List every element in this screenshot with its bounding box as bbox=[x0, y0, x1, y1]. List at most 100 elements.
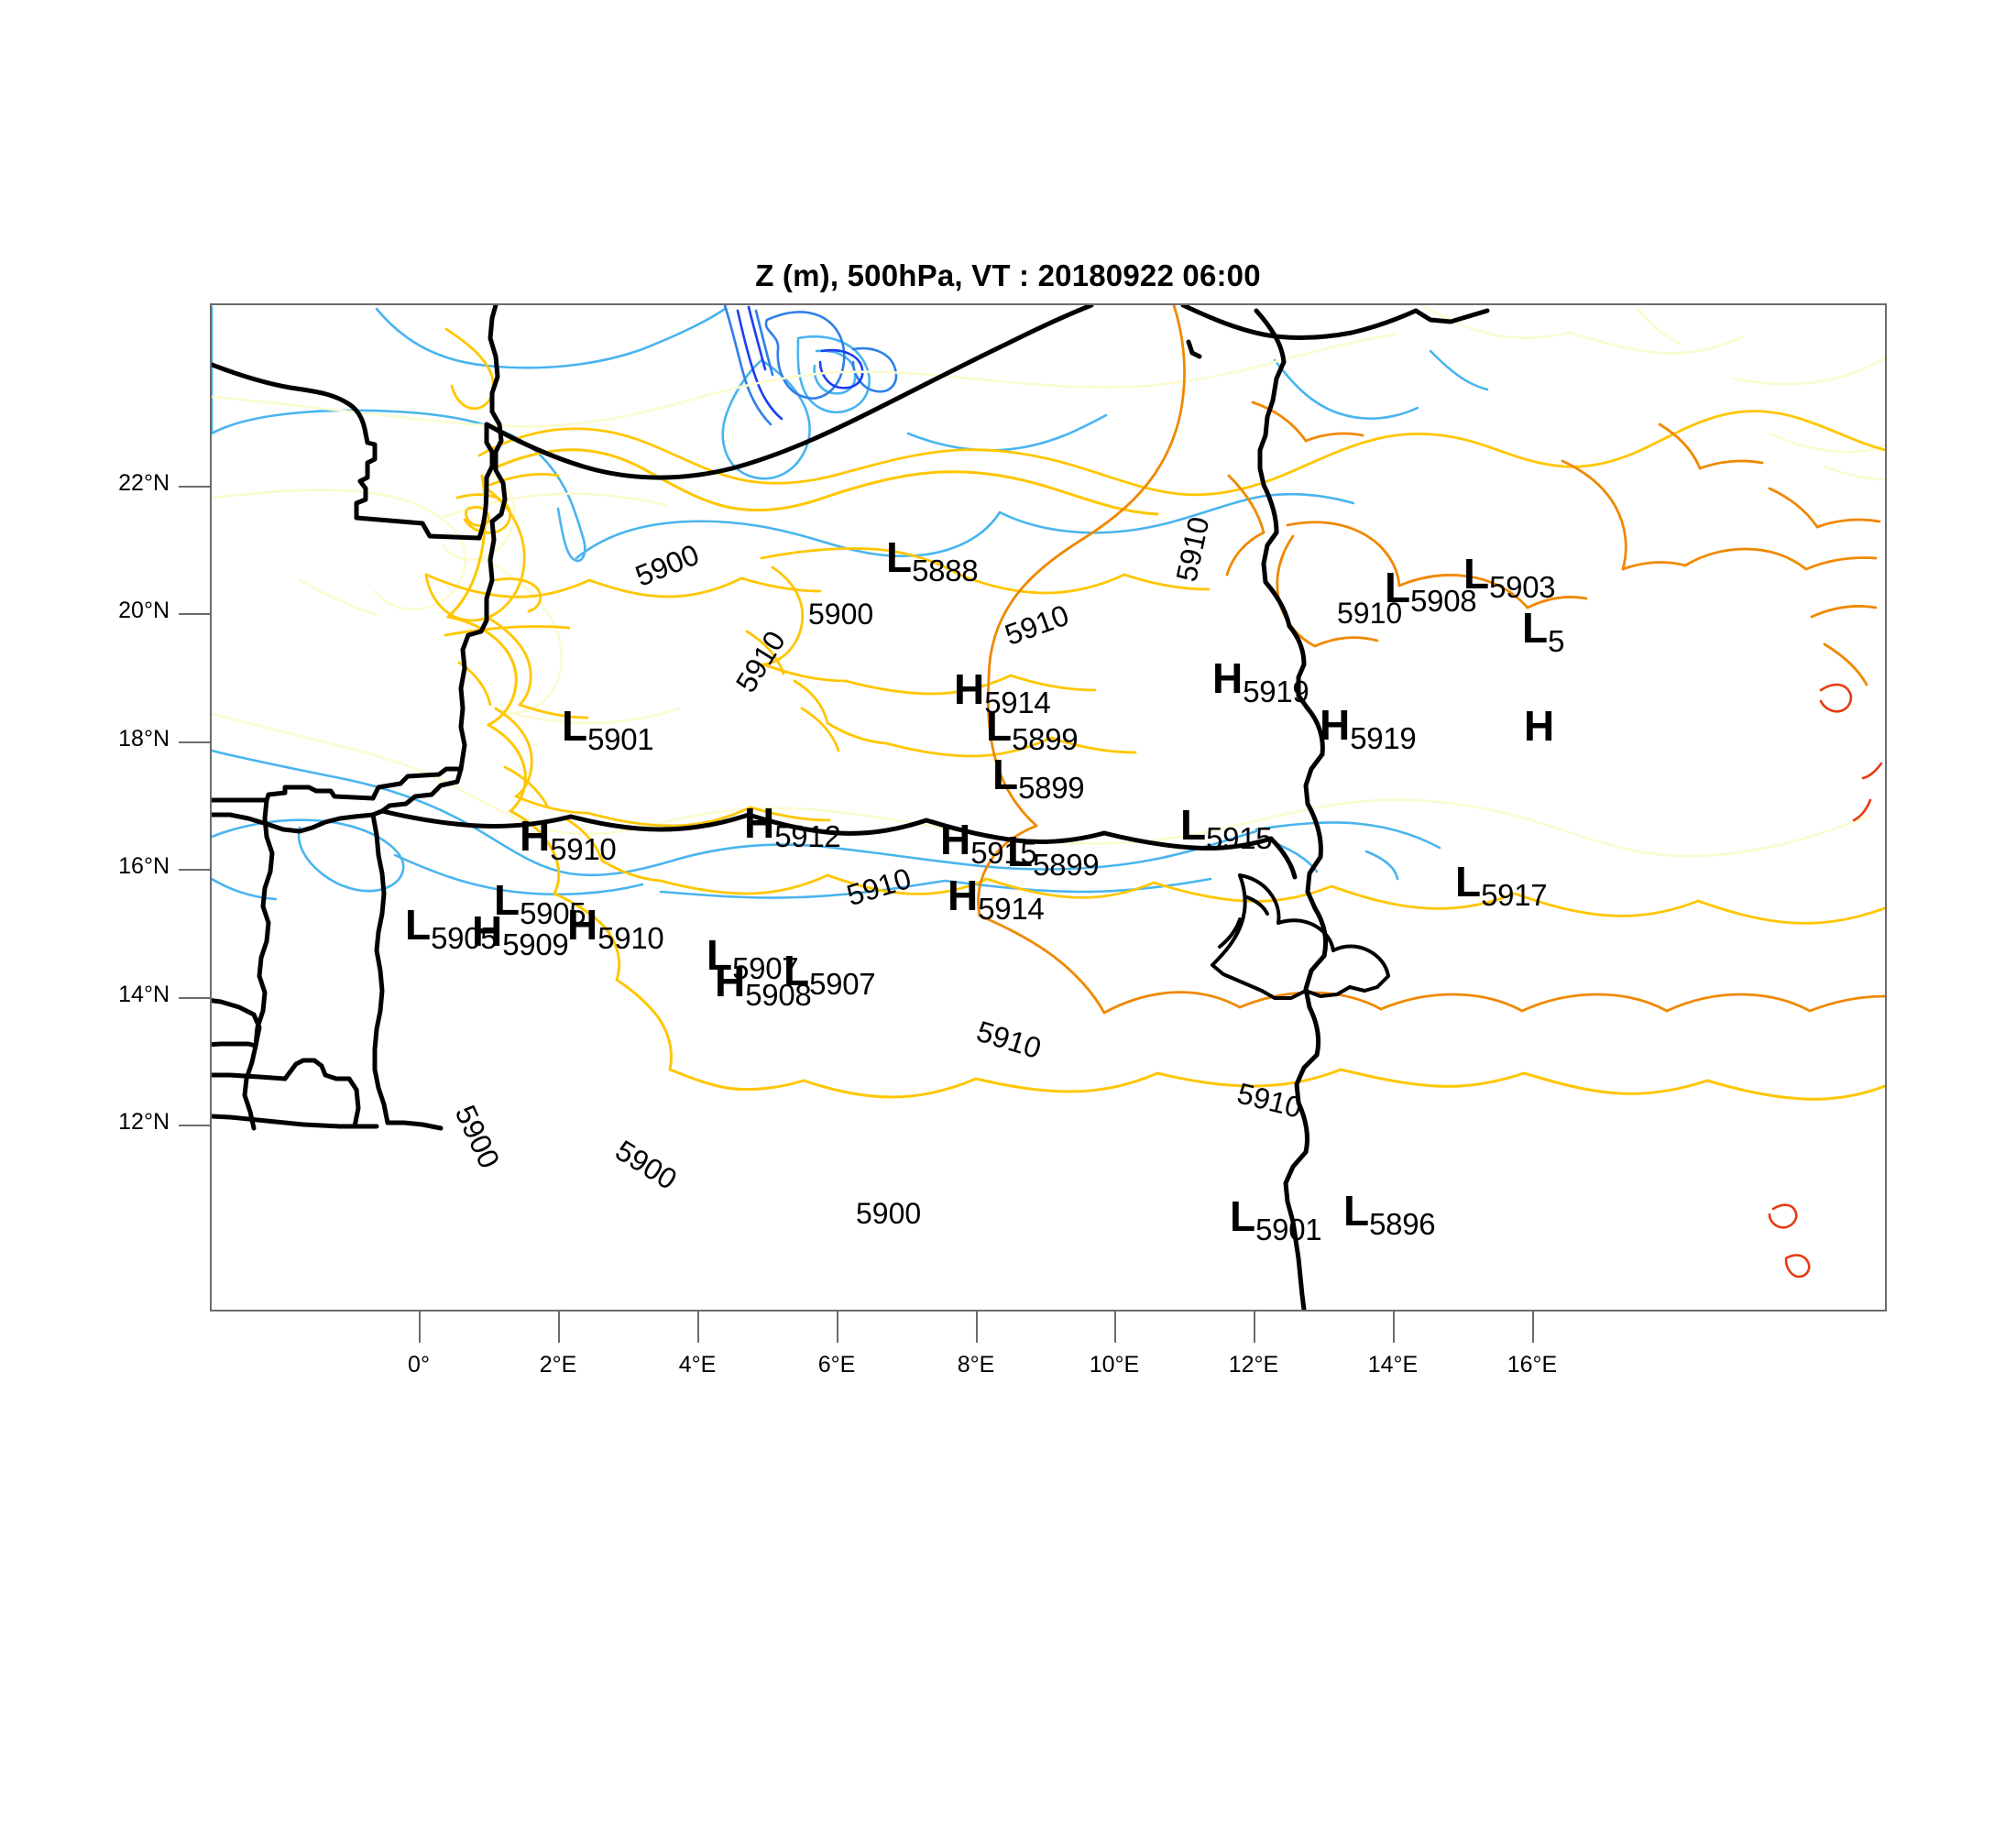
extremum-type: H bbox=[567, 901, 598, 949]
x-tick-label: 4°E bbox=[678, 1352, 717, 1377]
low-center-label: L5899 bbox=[992, 751, 1085, 805]
contours-5905-band bbox=[212, 305, 1885, 858]
extremum-value: 5907 bbox=[809, 967, 876, 1001]
map-plot-area bbox=[210, 303, 1887, 1312]
extremum-value: 5917 bbox=[1481, 878, 1548, 912]
high-center-label: H5909 bbox=[472, 907, 569, 961]
extremum-value: 5909 bbox=[502, 927, 569, 961]
high-center-label: H5910 bbox=[520, 815, 617, 866]
low-center-label: L5903 bbox=[1463, 550, 1556, 604]
y-tick-label: 20°N bbox=[118, 598, 170, 623]
y-tick-mark bbox=[179, 486, 212, 488]
extremum-value: 5908 bbox=[1410, 584, 1477, 618]
extremum-type: H bbox=[948, 872, 979, 919]
extremum-value: 5907 bbox=[732, 951, 799, 985]
extremum-type: L bbox=[783, 947, 810, 994]
lake-chad-outline bbox=[1211, 873, 1390, 1000]
contours-5915-band bbox=[977, 305, 1885, 1015]
high-center-label: H5919 bbox=[1212, 657, 1309, 707]
admin-borders-west bbox=[212, 305, 1298, 1052]
y-tick-label: 12°N bbox=[118, 1109, 170, 1135]
x-tick-label: 2°E bbox=[539, 1352, 577, 1377]
country-borders bbox=[212, 305, 1490, 1310]
contour-5910-main-axis bbox=[446, 448, 1885, 1101]
extremum-type: L bbox=[1455, 858, 1482, 906]
extremum-type: L bbox=[986, 702, 1013, 750]
high-center-label: H5912 bbox=[744, 802, 841, 853]
extremum-type: H bbox=[1524, 702, 1555, 750]
contour-value-label: 5900 bbox=[856, 1197, 922, 1230]
x-tick-label: 6°E bbox=[817, 1352, 856, 1377]
contours-5920-band bbox=[1768, 683, 1883, 1279]
extremum-type: H bbox=[1320, 701, 1351, 749]
extremum-value: 5905 bbox=[431, 921, 498, 955]
x-tick-mark bbox=[1532, 1312, 1534, 1343]
contour-map-svg bbox=[212, 305, 1885, 1310]
extremum-value: 5903 bbox=[1489, 570, 1556, 604]
x-tick-mark bbox=[1254, 1312, 1255, 1343]
extremum-type: L bbox=[1230, 1192, 1256, 1240]
extremum-value: 5910 bbox=[597, 921, 664, 955]
high-center-label: H5914 bbox=[948, 872, 1045, 926]
x-tick-label: 16°E bbox=[1507, 1352, 1558, 1377]
x-tick-mark bbox=[837, 1312, 838, 1343]
extremum-value: 5 bbox=[1548, 624, 1565, 658]
extremum-value: 5888 bbox=[912, 554, 979, 587]
x-tick-label: 8°E bbox=[957, 1352, 995, 1377]
extremum-value: 5914 bbox=[978, 892, 1045, 926]
extremum-value: 5899 bbox=[1033, 848, 1100, 882]
extremum-type: H bbox=[715, 958, 746, 1005]
high-center-label: H5908 bbox=[715, 958, 812, 1012]
x-tick-mark bbox=[976, 1312, 978, 1343]
low-center-label: L5899 bbox=[986, 702, 1079, 756]
extremum-type: L bbox=[1343, 1187, 1370, 1235]
extremum-type: L bbox=[494, 876, 520, 924]
extremum-value: 5908 bbox=[745, 978, 812, 1012]
contour-value-label: 5900 bbox=[808, 598, 874, 631]
extremum-type: L bbox=[886, 533, 913, 581]
high-center-label: H bbox=[1524, 705, 1554, 754]
x-tick-label: 12°E bbox=[1228, 1352, 1279, 1377]
extremum-value: 5899 bbox=[1012, 722, 1079, 756]
extremum-type: L bbox=[1007, 828, 1034, 875]
x-tick-mark bbox=[1114, 1312, 1116, 1343]
low-center-label: L5907 bbox=[783, 947, 876, 1001]
low-center-label: L5901 bbox=[1230, 1192, 1322, 1245]
y-tick-label: 16°N bbox=[118, 853, 170, 879]
extremum-value: 5915 bbox=[1206, 821, 1273, 855]
extremum-value: 5901 bbox=[587, 722, 654, 756]
high-center-label: H5915 bbox=[940, 816, 1037, 868]
extremum-value: 5912 bbox=[774, 819, 841, 853]
extremum-type: L bbox=[1180, 801, 1207, 849]
extremum-value: 5919 bbox=[1350, 721, 1417, 755]
extremum-type: H bbox=[940, 816, 971, 863]
extremum-type: L bbox=[1385, 564, 1411, 611]
contours-5890-band bbox=[736, 305, 864, 421]
x-tick-label: 10°E bbox=[1089, 1352, 1140, 1377]
y-tick-label: 14°N bbox=[118, 982, 170, 1007]
low-center-label: L5 bbox=[1522, 607, 1564, 656]
low-center-label: L5915 bbox=[1180, 801, 1273, 855]
y-tick-mark bbox=[179, 1125, 212, 1126]
extremum-value: 5910 bbox=[550, 832, 617, 866]
low-center-label: L5905 bbox=[405, 904, 498, 955]
low-center-label: L5905 bbox=[494, 879, 586, 928]
extremum-value: 5896 bbox=[1369, 1207, 1436, 1241]
extremum-value: 5919 bbox=[1243, 675, 1309, 708]
y-tick-mark bbox=[179, 613, 212, 615]
extremum-value: 5899 bbox=[1018, 771, 1085, 805]
x-tick-label: 0° bbox=[408, 1352, 430, 1377]
low-center-label: L5896 bbox=[1343, 1187, 1436, 1241]
y-tick-label: 18°N bbox=[118, 726, 170, 752]
x-tick-mark bbox=[558, 1312, 560, 1343]
extremum-type: H bbox=[472, 907, 503, 955]
extremum-type: L bbox=[992, 751, 1019, 798]
x-tick-mark bbox=[419, 1312, 421, 1343]
y-tick-mark bbox=[179, 869, 212, 871]
extremum-type: L bbox=[1463, 550, 1490, 598]
contours-5895-band bbox=[723, 305, 898, 426]
coastline bbox=[212, 998, 444, 1131]
y-tick-label: 22°N bbox=[118, 470, 170, 496]
high-center-label: H5919 bbox=[1320, 701, 1417, 755]
